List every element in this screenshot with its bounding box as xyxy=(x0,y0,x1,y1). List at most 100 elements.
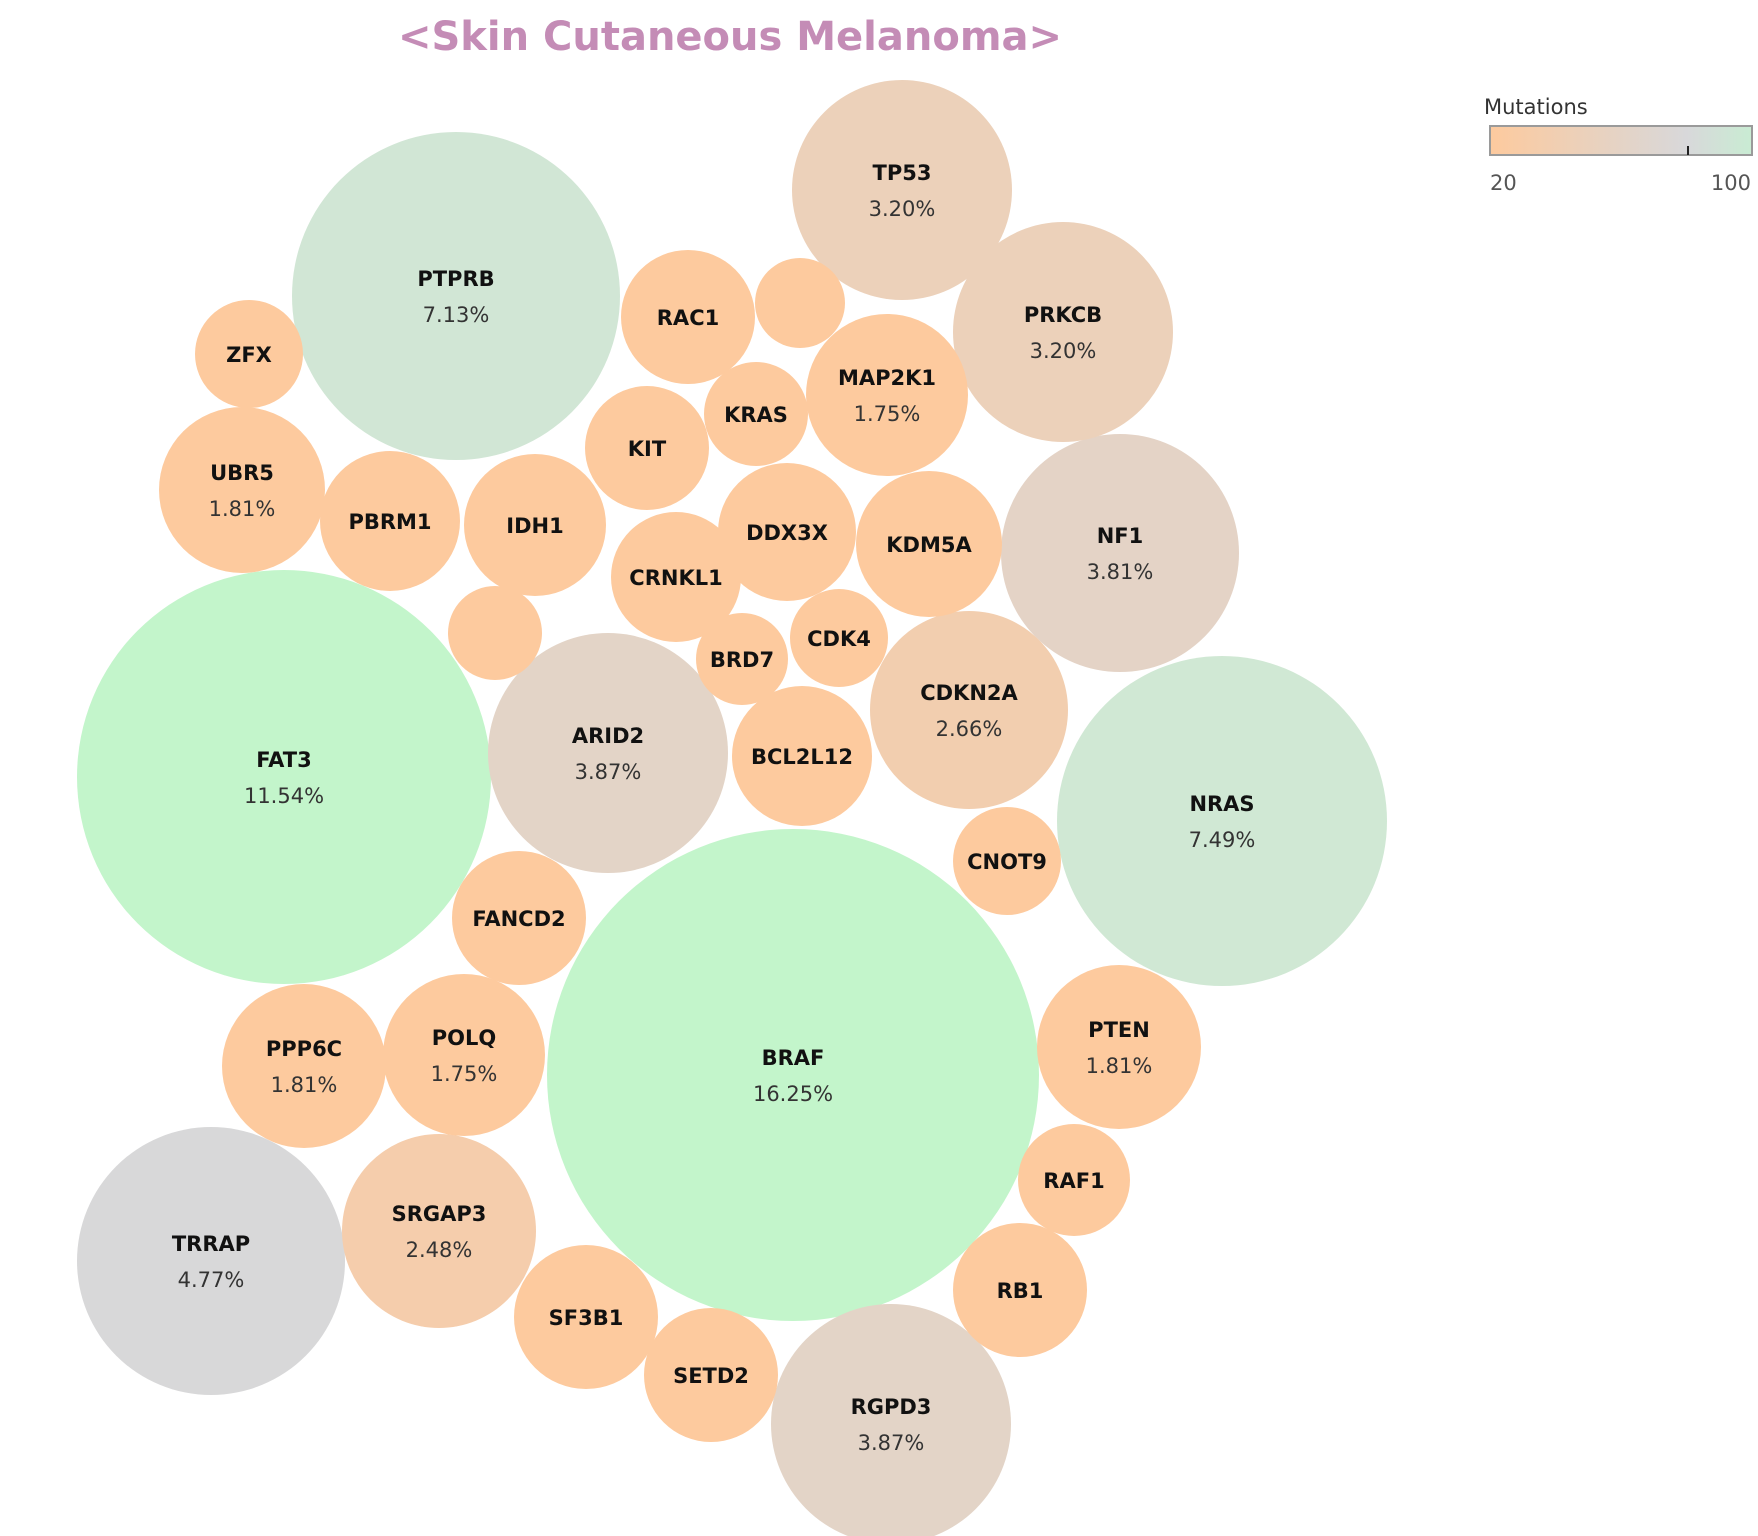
bubble-circle-kdm5a xyxy=(856,471,1002,617)
bubble-label-polq: POLQ xyxy=(432,1026,496,1050)
bubble-cdk4: CDK4 xyxy=(790,589,888,687)
color-legend: Mutations 20 100 xyxy=(1484,95,1753,195)
bubble-circle-srgap3 xyxy=(342,1134,536,1328)
bubble-label-idh1: IDH1 xyxy=(506,514,563,538)
bubble-circle-setd2 xyxy=(644,1308,778,1442)
bubble-circle-ddx3x xyxy=(718,463,856,601)
bubble-label-bcl2l12: BCL2L12 xyxy=(751,745,853,769)
bubble-circle-crnkl1 xyxy=(611,512,741,642)
bubble-circle-kit xyxy=(585,386,709,510)
bubble-percent-pten: 1.81% xyxy=(1086,1054,1153,1078)
bubble-circle-braf xyxy=(547,829,1039,1321)
bubble-label-ptprb: PTPRB xyxy=(417,267,494,291)
bubble-braf: BRAF 16.25% xyxy=(547,829,1039,1321)
bubble-label-map2k1: MAP2K1 xyxy=(838,366,936,390)
bubble-label-pten: PTEN xyxy=(1088,1018,1150,1042)
chart-title: <Skin Cutaneous Melanoma> xyxy=(398,14,1062,60)
bubble-kras: KRAS xyxy=(704,362,808,466)
legend-max-label: 100 xyxy=(1711,171,1751,195)
bubble-label-nf1: NF1 xyxy=(1097,524,1144,548)
bubble-ppp6c: PPP6C 1.81% xyxy=(222,984,386,1148)
bubble-circle-cdkn2a xyxy=(870,611,1068,809)
bubble-circle-ubr5 xyxy=(159,407,325,573)
bubble-percent-prkcb: 3.20% xyxy=(1030,339,1097,363)
bubble-rac1: RAC1 xyxy=(621,250,755,384)
bubble-zfx: ZFX xyxy=(195,300,303,408)
legend-min-label: 20 xyxy=(1490,171,1517,195)
bubble-label-ubr5: UBR5 xyxy=(210,461,274,485)
bubble-pten: PTEN 1.81% xyxy=(1037,965,1201,1129)
bubble-circle-prkcb xyxy=(953,222,1173,442)
legend-color-bar xyxy=(1489,125,1753,156)
bubble-percent-nf1: 3.81% xyxy=(1087,560,1154,584)
bubble-label-cdk4: CDK4 xyxy=(807,627,871,651)
bubble-rgpd3: RGPD3 3.87% xyxy=(771,1304,1011,1536)
legend-title: Mutations xyxy=(1484,95,1588,119)
bubble-label-kras: KRAS xyxy=(724,403,788,427)
bubble-percent-fat3: 11.54% xyxy=(244,784,324,808)
bubble-label-fat3: FAT3 xyxy=(256,748,312,772)
bubble-unlabeled-35 xyxy=(755,258,845,348)
bubble-ubr5: UBR5 1.81% xyxy=(159,407,325,573)
bubble-circle-unlabeled-36 xyxy=(448,586,542,680)
bubble-circle-trrap xyxy=(77,1127,345,1395)
bubble-circle-pten xyxy=(1037,965,1201,1129)
bubble-label-sf3b1: SF3B1 xyxy=(549,1306,624,1330)
bubble-label-trrap: TRRAP xyxy=(172,1232,250,1256)
bubble-label-braf: BRAF xyxy=(762,1046,825,1070)
bubble-circle-arid2 xyxy=(488,633,728,873)
bubble-tp53: TP53 3.20% xyxy=(792,80,1012,300)
bubble-circle-map2k1 xyxy=(806,314,968,476)
bubble-crnkl1: CRNKL1 xyxy=(611,512,741,642)
bubble-circle-raf1 xyxy=(1018,1124,1130,1236)
bubble-label-zfx: ZFX xyxy=(226,343,272,367)
bubble-bcl2l12: BCL2L12 xyxy=(732,686,872,826)
bubble-label-kdm5a: KDM5A xyxy=(886,533,972,557)
bubble-percent-rgpd3: 3.87% xyxy=(858,1431,925,1455)
bubble-percent-arid2: 3.87% xyxy=(575,760,642,784)
bubble-label-raf1: RAF1 xyxy=(1043,1169,1104,1193)
bubble-percent-braf: 16.25% xyxy=(753,1082,833,1106)
bubble-circle-cdk4 xyxy=(790,589,888,687)
bubble-label-prkcb: PRKCB xyxy=(1024,303,1102,327)
bubble-percent-ubr5: 1.81% xyxy=(209,497,276,521)
bubble-kit: KIT xyxy=(585,386,709,510)
bubble-circle-tp53 xyxy=(792,80,1012,300)
bubble-percent-polq: 1.75% xyxy=(431,1062,498,1086)
bubble-ptprb: PTPRB 7.13% xyxy=(292,132,620,460)
bubble-trrap: TRRAP 4.77% xyxy=(77,1127,345,1395)
bubble-group: BRAF 16.25% FAT3 11.54% NRAS 7.49% PTPRB 7.13% T… xyxy=(77,80,1387,1536)
bubble-kdm5a: KDM5A xyxy=(856,471,1002,617)
bubble-map2k1: MAP2K1 1.75% xyxy=(806,314,968,476)
bubble-fat3: FAT3 11.54% xyxy=(77,570,491,984)
bubble-circle-idh1 xyxy=(464,454,606,596)
bubble-setd2: SETD2 xyxy=(644,1308,778,1442)
bubble-percent-srgap3: 2.48% xyxy=(406,1238,473,1262)
bubble-circle-ppp6c xyxy=(222,984,386,1148)
bubble-raf1: RAF1 xyxy=(1018,1124,1130,1236)
bubble-circle-rb1 xyxy=(953,1223,1087,1357)
bubble-cdkn2a: CDKN2A 2.66% xyxy=(870,611,1068,809)
bubble-label-kit: KIT xyxy=(628,437,667,461)
bubble-label-pbrm1: PBRM1 xyxy=(348,510,431,534)
bubble-circle-cnot9 xyxy=(953,807,1061,915)
bubble-label-brd7: BRD7 xyxy=(710,648,774,672)
bubble-ddx3x: DDX3X xyxy=(718,463,856,601)
bubble-circle-fancd2 xyxy=(452,851,586,985)
bubble-circle-rgpd3 xyxy=(771,1304,1011,1536)
bubble-label-arid2: ARID2 xyxy=(572,724,644,748)
bubble-circle-zfx xyxy=(195,300,303,408)
bubble-circle-ptprb xyxy=(292,132,620,460)
bubble-label-crnkl1: CRNKL1 xyxy=(629,566,722,590)
bubble-srgap3: SRGAP3 2.48% xyxy=(342,1134,536,1328)
bubble-percent-map2k1: 1.75% xyxy=(854,402,921,426)
bubble-percent-trrap: 4.77% xyxy=(178,1268,245,1292)
bubble-fancd2: FANCD2 xyxy=(452,851,586,985)
bubble-pbrm1: PBRM1 xyxy=(320,451,460,591)
bubble-label-srgap3: SRGAP3 xyxy=(392,1202,487,1226)
bubble-label-ppp6c: PPP6C xyxy=(266,1037,342,1061)
bubble-circle-sf3b1 xyxy=(514,1245,658,1389)
bubble-arid2: ARID2 3.87% xyxy=(488,633,728,873)
bubble-circle-brd7 xyxy=(696,613,788,705)
